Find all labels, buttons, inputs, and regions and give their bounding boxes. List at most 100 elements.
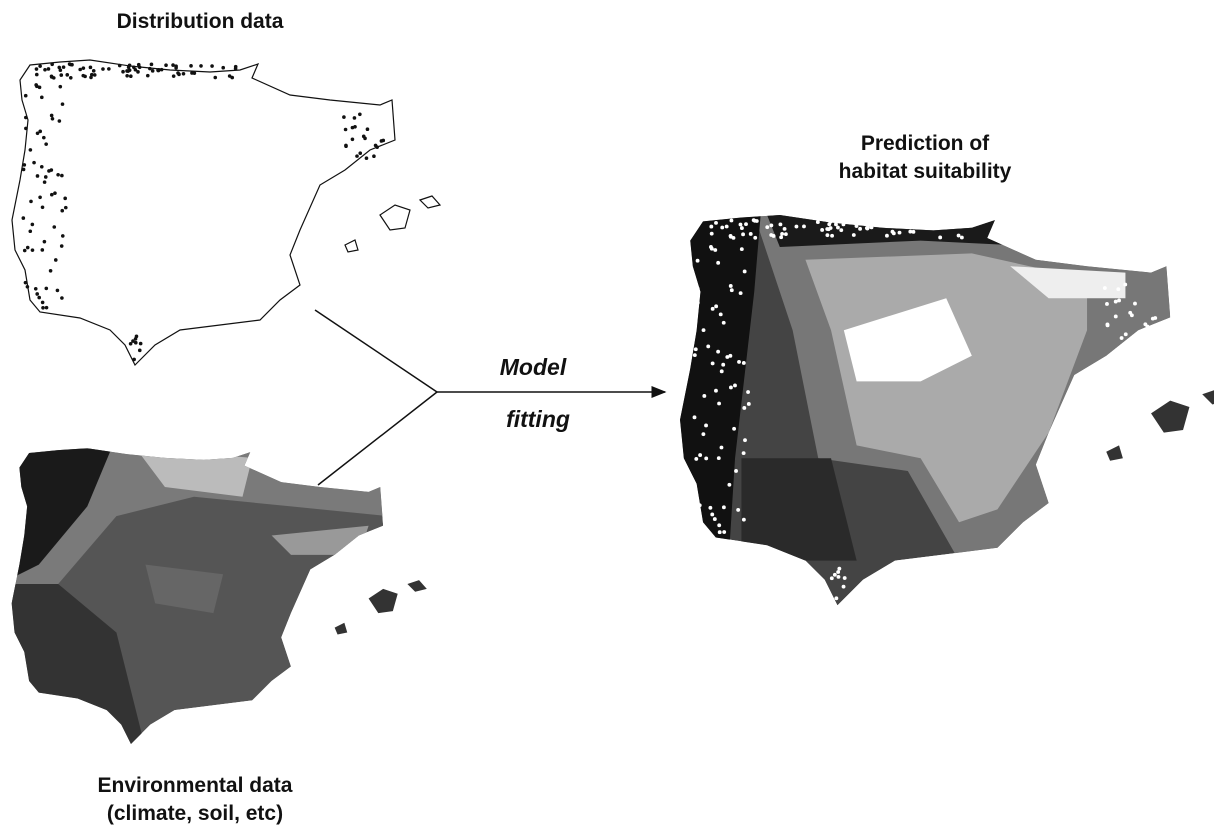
environmental-title: (climate, soil, etc) [107,802,283,825]
occurrence-dot [716,456,721,461]
occurrence-dot [834,596,839,601]
occurrence-dot [355,154,359,158]
occurrence-dot [60,173,64,178]
occurrence-dot [21,216,26,220]
occurrence-dot [702,394,707,398]
occurrence-dot [841,222,846,227]
occurrence-dot [743,438,747,443]
occurrence-dot [40,205,45,210]
occurrence-dot [25,284,30,289]
occurrence-dot [695,286,700,291]
occurrence-dot [121,69,125,74]
occurrence-dot [164,63,168,68]
model-label: fitting [506,406,570,432]
occurrence-dot [709,224,714,229]
occurrence-dot [727,482,732,487]
occurrence-dot [692,353,697,358]
occurrence-dot [131,339,135,343]
occurrence-dot [741,451,746,456]
occurrence-dot [50,62,54,67]
occurrence-dot [701,328,706,333]
occurrence-dot [719,369,724,374]
occurrence-dot [23,280,28,285]
occurrence-dot [33,286,38,291]
occurrence-dot [1133,301,1137,306]
occurrence-dot [358,151,363,155]
occurrence-dot [21,167,26,172]
occurrence-dot [43,175,48,179]
occurrence-dot [746,402,751,406]
occurrence-dot [129,74,133,79]
occurrence-dot [171,74,176,78]
occurrence-dot [23,93,28,98]
occurrence-dot [959,235,964,240]
occurrence-dot [46,67,51,71]
occurrence-dot [149,62,154,67]
occurrence-dot [133,337,138,341]
occurrence-dot [828,219,833,224]
occurrence-dot [710,306,715,311]
occurrence-dot [704,456,709,461]
occurrence-dot [43,67,47,72]
occurrence-dot [343,127,348,132]
occurrence-dot [42,180,47,184]
occurrence-dot [732,426,737,431]
occurrence-dot [60,102,65,106]
occurrence-dot [59,244,64,248]
occurrence-dot [42,239,47,244]
occurrence-dot [1123,332,1128,337]
occurrence-dot [825,233,830,238]
occurrence-dot [372,154,376,159]
occurrence-dot [725,355,730,359]
occurrence-dot [49,113,54,118]
occurrence-dot [30,222,35,227]
occurrence-dot [897,230,902,235]
occurrence-dot [107,67,111,71]
occurrence-dot [829,576,834,581]
occurrence-dot [58,68,63,73]
occurrence-dot [841,584,846,589]
occurrence-dot [704,423,708,428]
occurrence-dot [1131,338,1136,343]
occurrence-dot [815,220,820,224]
outline [11,59,396,366]
occurrence-dot [364,156,369,161]
occurrence-dot [51,76,56,80]
occurrence-dot [361,134,366,139]
distribution-title: Distribution data [117,10,284,33]
occurrence-dot [888,223,892,228]
occurrence-dot [48,268,53,273]
occurrence-dot [710,361,715,366]
occurrence-dot [227,74,232,78]
occurrence-dot [751,218,756,223]
occurrence-dot [718,312,723,317]
connector [314,309,667,486]
occurrence-dot [869,225,874,230]
occurrence-dot [65,73,70,77]
occurrence-dot [35,174,40,178]
occurrence-dot [150,69,155,73]
occurrence-dot [381,138,386,143]
occurrence-dot [709,246,714,251]
occurrence-dot [81,73,86,78]
occurrence-dot [701,432,706,437]
occurrence-dot [695,300,700,305]
occurrence-dot [753,235,758,240]
occurrence-dot [89,75,93,80]
occurrence-dot [692,415,697,420]
occurrence-dot [920,220,924,225]
occurrence-dot [698,453,703,457]
occurrence-dot [834,222,838,227]
occurrence-dot [57,65,62,70]
occurrence-dot [748,232,753,236]
occurrence-dot [44,142,48,146]
occurrence-dot [61,65,66,69]
occurrence-dot [695,498,700,502]
occurrence-dot [728,284,733,288]
occurrence-dot [40,300,45,305]
occurrence-dot [63,205,68,210]
occurrence-dot [44,305,49,310]
occurrence-dot [769,223,774,228]
